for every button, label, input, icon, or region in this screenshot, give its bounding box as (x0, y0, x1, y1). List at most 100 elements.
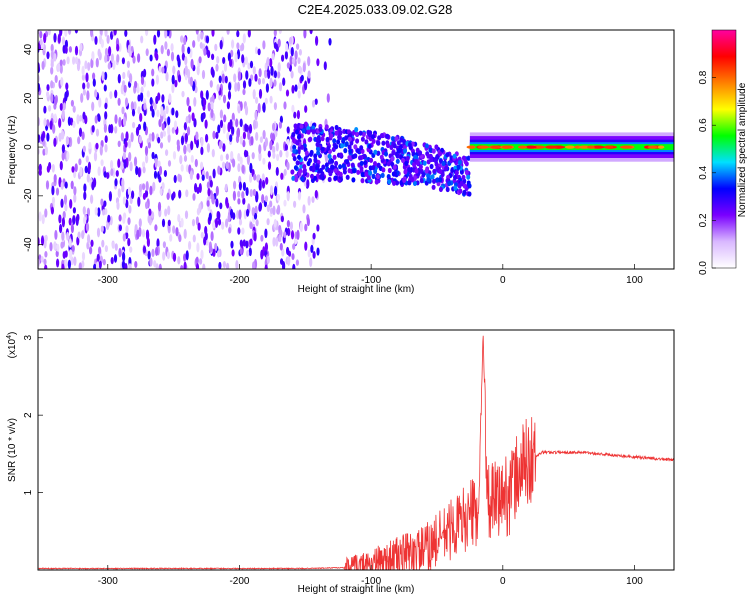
spectrogram-cell (118, 43, 122, 52)
spectrogram-cell (345, 174, 350, 180)
spectrogram-cell (133, 156, 138, 167)
spectrogram-cell (165, 149, 169, 156)
spectrogram-cell (292, 263, 296, 269)
colorbar-tick-label: 0.4 (698, 165, 709, 179)
spectrogram-cell (196, 242, 200, 253)
spectrogram-cell (169, 234, 173, 242)
spectrogram-cell (433, 158, 438, 164)
spectrogram-cell (41, 60, 45, 70)
spectrogram-cell (379, 133, 384, 139)
spectrogram-cell (104, 143, 108, 153)
spectrogram-cell (330, 164, 335, 170)
spectrogram-cell (164, 208, 168, 217)
spectrogram-cell (355, 148, 360, 154)
spectrogram-peak (603, 145, 614, 149)
spectrogram-cell (249, 162, 253, 174)
spectrogram-cell (269, 58, 273, 68)
spectrogram-cell (91, 181, 95, 191)
spectrogram-cell (290, 169, 295, 175)
spectrogram-cell (224, 75, 228, 84)
spectrogram-cell (104, 47, 109, 57)
spectrogram-cell (167, 219, 171, 227)
spectrogram-cell (196, 186, 200, 195)
spectrogram-cell (272, 205, 276, 216)
spectrogram-cell (364, 171, 369, 177)
colorbar-tick-label: 0.0 (698, 261, 709, 275)
spectrogram-y-tick-label: -20 (23, 188, 34, 203)
spectrogram-cell (172, 252, 177, 262)
spectrogram-cell (62, 102, 66, 111)
spectrogram-cell (261, 77, 266, 85)
spectrogram-cell (272, 122, 276, 132)
spectrogram-cell (84, 165, 88, 174)
spectrogram-cell (341, 163, 346, 169)
spectrogram-cell (286, 62, 290, 69)
spectrogram-cell (212, 168, 216, 179)
colorbar-strip (712, 30, 736, 268)
spectrogram-cell (313, 153, 318, 159)
spectrogram-cell (174, 79, 178, 88)
spectrogram-frame (37, 29, 675, 270)
spectrogram-cell (249, 238, 253, 246)
spectrogram-cell (304, 105, 308, 113)
spectrogram-cell (195, 30, 199, 35)
spectrogram-cell (57, 62, 61, 72)
colorbar-tick-label: 0.6 (698, 118, 709, 132)
spectrogram-cell (151, 131, 155, 142)
spectrogram-cell (453, 174, 457, 181)
spectrogram-cell (218, 141, 222, 150)
spectrogram-cell (209, 179, 213, 188)
spectrogram-cell (273, 218, 277, 228)
spectrogram-cell (269, 207, 274, 215)
spectrogram-cell (211, 30, 215, 37)
spectrogram-cell (269, 200, 273, 208)
spectrogram-cell (238, 218, 243, 226)
spectrogram-cell (264, 71, 268, 79)
spectrogram-cell (219, 109, 223, 119)
spectrogram-cell (114, 178, 118, 187)
spectrogram-cell (226, 201, 230, 209)
spectrogram-peak (592, 145, 605, 149)
spectrogram-cell (47, 30, 51, 36)
spectrogram-cell (143, 121, 147, 132)
spectrogram-cell (345, 159, 350, 165)
spectrogram-cell (152, 181, 156, 192)
spectrogram-cell (68, 249, 73, 260)
spectrogram-cell (267, 161, 272, 170)
spectrogram-cell (227, 214, 231, 223)
spectrogram-cell (297, 57, 301, 65)
spectrogram-x-tick-label: 0 (500, 275, 506, 286)
colorbar-tick-label: 0.8 (698, 70, 709, 84)
spectrogram-cell (160, 131, 164, 139)
spectrogram-cell (299, 123, 304, 129)
spectrogram-cell (122, 233, 126, 242)
spectrogram-cell (214, 43, 218, 52)
spectrogram-cell (212, 130, 216, 140)
spectrogram-cell (210, 108, 214, 119)
spectrogram-cell (239, 118, 243, 128)
spectrogram-cell (369, 157, 374, 163)
spectrogram-cell (208, 212, 212, 222)
spectrogram-cell (244, 56, 248, 65)
spectrogram-cell (97, 166, 101, 177)
spectrogram-cell (248, 78, 252, 87)
spectrogram-cell (50, 61, 54, 68)
spectrogram-cell (217, 218, 222, 226)
spectrogram-x-ticks: -300 -200 -100 0 100 (98, 264, 643, 286)
spectrogram-cell (222, 123, 226, 134)
spectrogram-cell (283, 168, 287, 176)
spectrogram-cell (143, 102, 147, 111)
spectrogram-cell (46, 132, 50, 142)
spectrogram-cell (267, 69, 271, 80)
spectrogram-cell (170, 43, 174, 52)
spectrogram-cell (290, 46, 294, 57)
spectrogram-cell (189, 76, 194, 87)
spectrogram-cell (292, 148, 297, 154)
spectrogram-cell (201, 174, 205, 181)
spectrogram-cell (125, 199, 129, 209)
spectrogram-cell (92, 78, 96, 87)
spectrogram-cell (252, 66, 256, 75)
spectrogram-cell (297, 65, 301, 74)
spectrogram-cell (191, 112, 195, 122)
spectrogram-cell (296, 43, 300, 50)
